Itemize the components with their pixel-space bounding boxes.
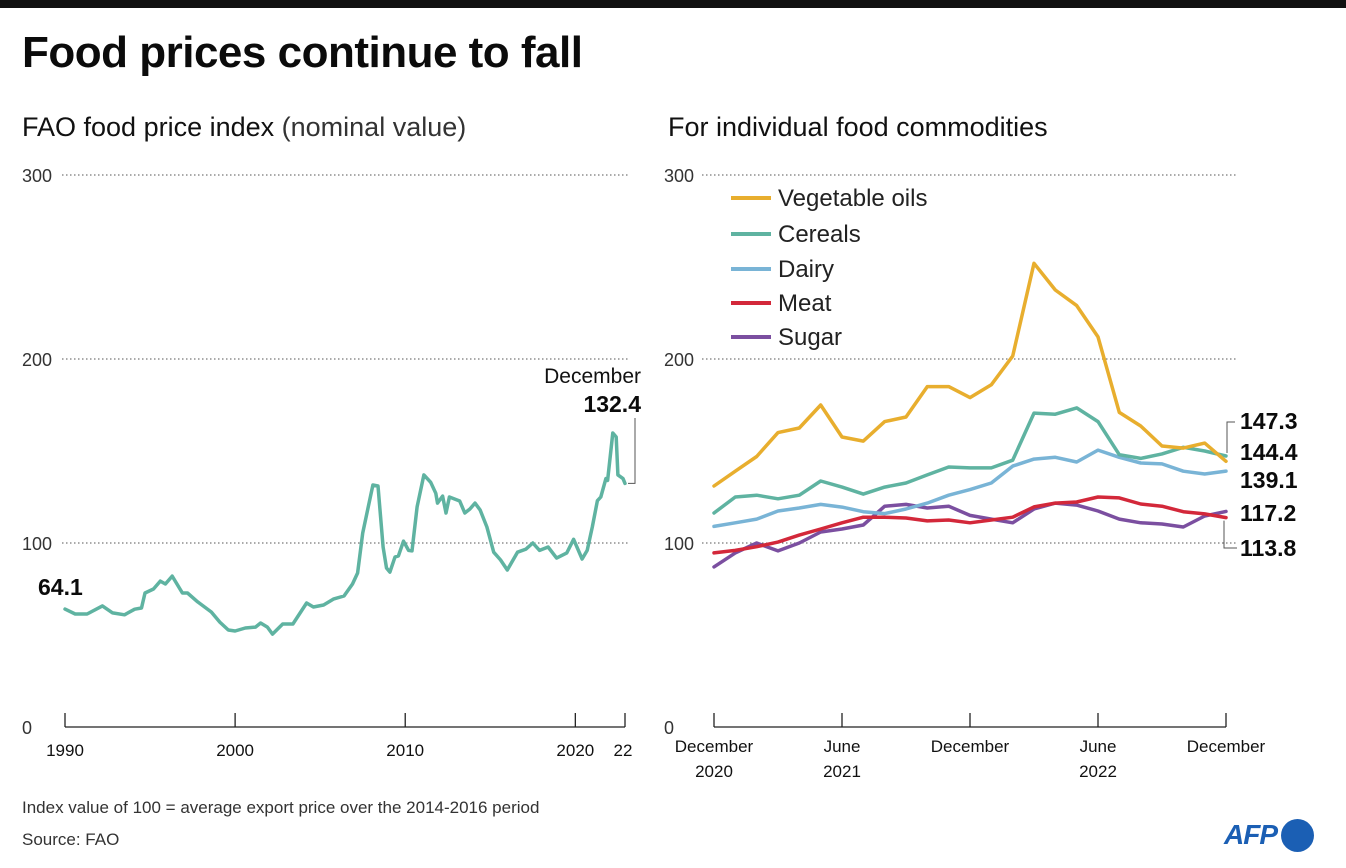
right-x-tick-label-line2: 2021 [823,762,861,781]
right-end-value-label: 144.4 [1240,439,1298,465]
afp-logo-text: AFP [1224,819,1278,850]
right-end-value-label: 147.3 [1240,408,1298,434]
left-x-tick-label: 22 [614,741,633,760]
left-series-line-fao-index [63,431,627,636]
right-series-line-cereals [712,406,1228,515]
top-rule [0,0,1346,8]
left-x-tick-label: 2000 [216,741,254,760]
afp-logo: AFP [1224,818,1314,852]
left-x-tick-label: 2010 [386,741,424,760]
left-end-value-label: 132.4 [583,391,641,417]
right-x-tick-label-line1: December [1187,737,1266,756]
cereals-leader-line [1226,421,1235,453]
right-chart-title: For individual food commodities [668,112,1048,142]
left-y-tick-label: 200 [22,350,52,370]
left-y-tick-label: 300 [22,166,52,186]
left-gridlines: 0 100 200 300 [22,166,628,738]
right-x-tick-label-line2: 2020 [695,762,733,781]
legend-label-sugar: Sugar [778,324,842,351]
legend-label-meat: Meat [778,290,832,317]
legend-label-cereals: Cereals [778,221,861,248]
right-y-tick-label: 100 [664,534,694,554]
right-series-layer [712,261,1228,569]
right-x-axis: December 2020 June 2021 December June 2022 Dece… [675,713,1266,781]
right-series-line-vegetable-oils [712,261,1228,488]
legend-label-dairy: Dairy [778,256,834,283]
left-y-tick-label: 100 [22,534,52,554]
left-x-tick-label: 1990 [46,741,84,760]
footnote-index-definition: Index value of 100 = average export pric… [22,798,540,817]
right-x-tick-label-line1: June [1080,737,1117,756]
right-x-tick-label-line1: December [675,737,754,756]
left-chart-title-main: FAO food price index [22,112,275,142]
left-y-tick-label: 0 [22,718,32,738]
meat-leader-line [1223,520,1237,549]
right-series-line-meat [712,495,1228,555]
right-x-tick-label-line2: 2022 [1079,762,1117,781]
left-annotations: 64.1 December 132.4 [38,365,641,600]
left-chart-title-suffix: (nominal value) [281,112,467,142]
right-y-tick-label: 200 [664,350,694,370]
right-series-line-sugar [712,501,1228,569]
left-end-month-label: December [544,365,641,388]
left-x-axis: 1990 2000 2010 2020 22 [46,713,632,760]
right-legend: Vegetable oils Cereals Dairy Meat Sugar [731,185,927,351]
right-y-tick-label: 0 [664,718,674,738]
page-title: Food prices continue to fall [22,28,583,77]
right-end-value-label: 113.8 [1240,535,1296,561]
right-series-line-dairy [712,448,1228,529]
legend-label-vegetable-oils: Vegetable oils [778,185,927,212]
right-end-value-label: 139.1 [1240,467,1298,493]
left-x-tick-label: 2020 [556,741,594,760]
right-x-tick-label-line1: June [824,737,861,756]
left-chart-title: FAO food price index (nominal value) [22,112,466,143]
left-end-leader-line [628,418,636,484]
right-end-value-label: 117.2 [1240,500,1296,526]
right-gridlines: 0 100 200 300 [664,166,1238,738]
left-series-layer [63,431,627,636]
afp-logo-dot-icon [1281,818,1314,852]
left-start-value-label: 64.1 [38,574,83,600]
source-note: Source: FAO [22,830,120,849]
right-y-tick-label: 300 [664,166,694,186]
right-x-tick-label-line1: December [931,737,1010,756]
